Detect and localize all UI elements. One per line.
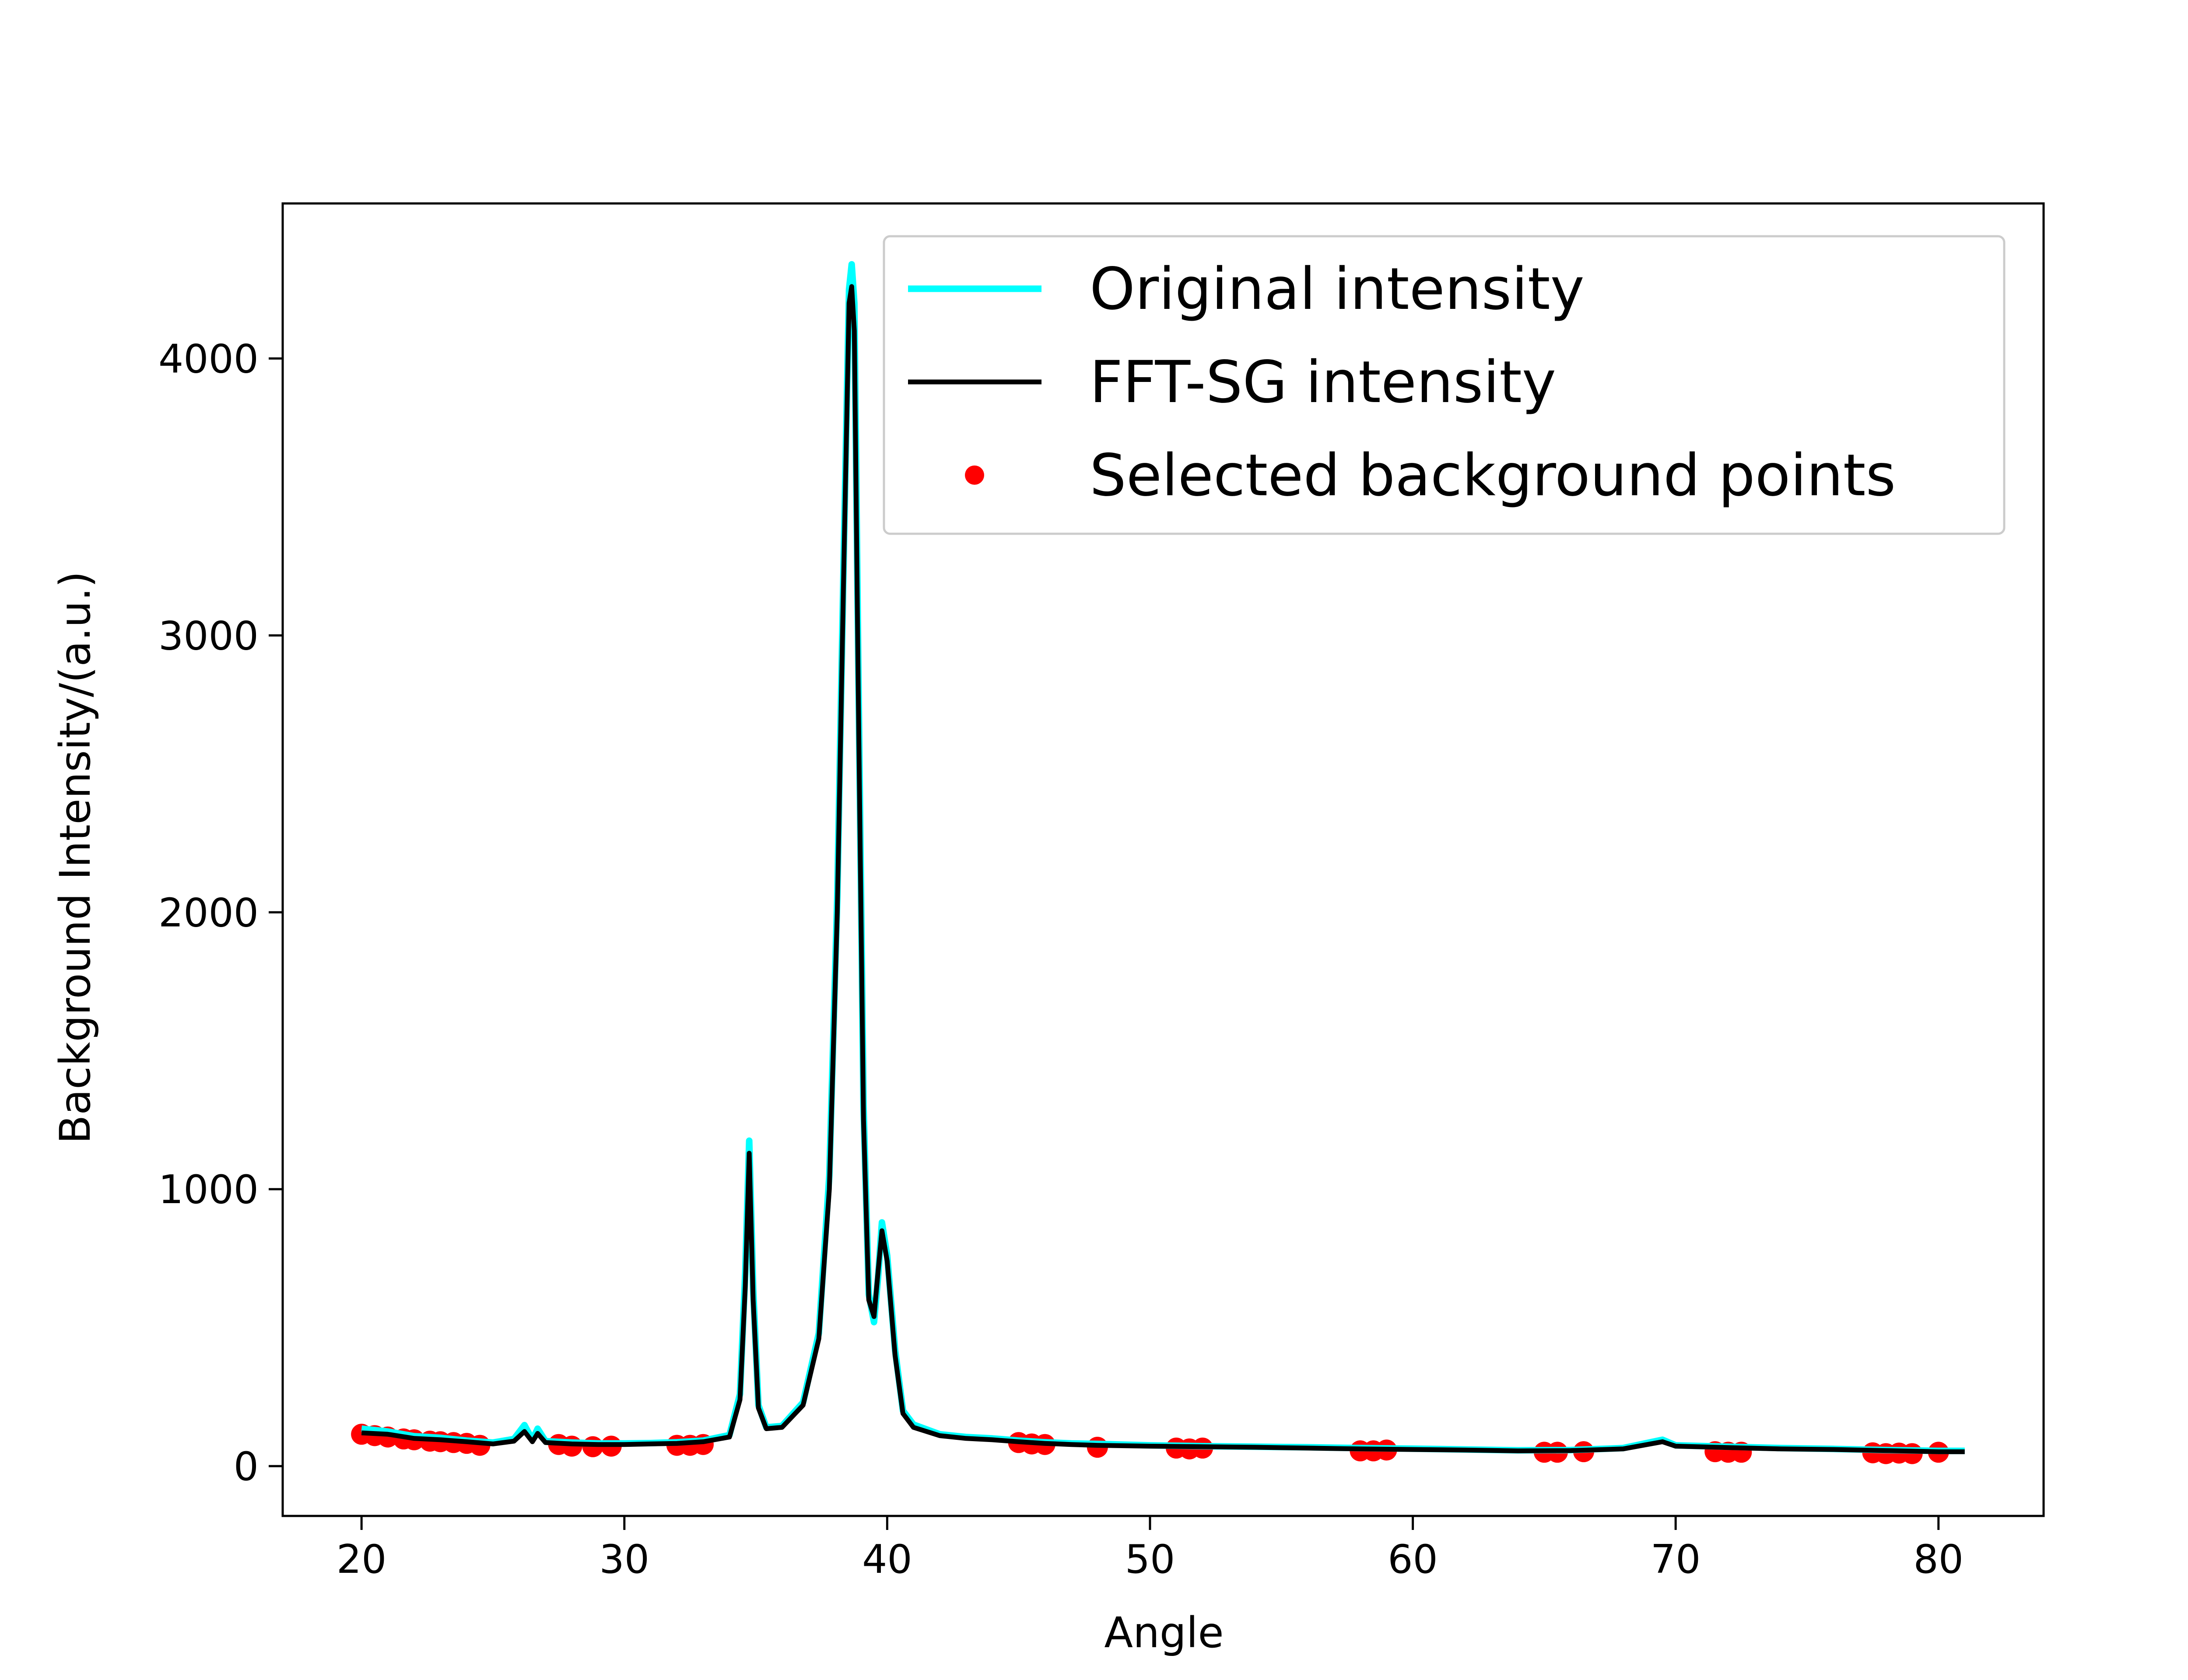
x-axis-label: Angle: [1104, 1608, 1224, 1657]
plot-area: [351, 261, 1965, 1464]
legend-entry-selected-background-points: Selected background points: [1090, 442, 1896, 509]
x-tick-label: 60: [1388, 1536, 1438, 1582]
axes: 20 30 40 50 60 70 80 0 1000 2000 3000 4000: [158, 202, 2045, 1582]
legend-entry-fft-sg-intensity: FFT-SG intensity: [1090, 349, 1556, 416]
legend-entry-original-intensity: Original intensity: [1090, 256, 1585, 323]
x-tick-label: 20: [337, 1536, 387, 1582]
x-tick-label: 50: [1125, 1536, 1175, 1582]
x-tick-label: 40: [862, 1536, 912, 1582]
y-tick-label: 2000: [158, 890, 259, 936]
legend-swatch-selected-background-points: [965, 466, 984, 485]
y-tick-label: 0: [234, 1444, 259, 1490]
x-tick-label: 70: [1651, 1536, 1701, 1582]
y-tick-label: 1000: [158, 1167, 259, 1213]
y-tick-label: 4000: [158, 336, 259, 382]
legend: Original intensity FFT-SG intensity Select…: [883, 235, 2006, 535]
x-tick-label: 80: [1913, 1536, 1964, 1582]
y-axis-label: Background Intensity/(a.u.): [51, 571, 100, 1144]
y-tick-label: 3000: [158, 613, 259, 659]
legend-box: [883, 235, 2006, 535]
x-tick-label: 30: [600, 1536, 650, 1582]
axes-frame: [281, 202, 2045, 1517]
series-line-fft-sg-intensity: [361, 284, 1965, 1454]
